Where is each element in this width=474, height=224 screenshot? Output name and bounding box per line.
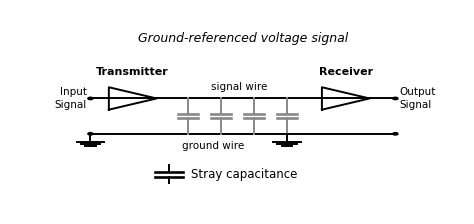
Text: Output
Signal: Output Signal (399, 87, 436, 110)
Text: Stray capacitance: Stray capacitance (191, 168, 298, 181)
Circle shape (393, 133, 398, 135)
Circle shape (88, 97, 93, 100)
Text: ground wire: ground wire (182, 141, 245, 151)
Text: Input
Signal: Input Signal (55, 87, 87, 110)
Text: Transmitter: Transmitter (96, 67, 169, 77)
Text: Ground-referenced voltage signal: Ground-referenced voltage signal (138, 32, 348, 45)
Text: signal wire: signal wire (211, 82, 267, 92)
Circle shape (393, 97, 398, 100)
Text: Receiver: Receiver (319, 67, 373, 77)
Circle shape (88, 133, 93, 135)
